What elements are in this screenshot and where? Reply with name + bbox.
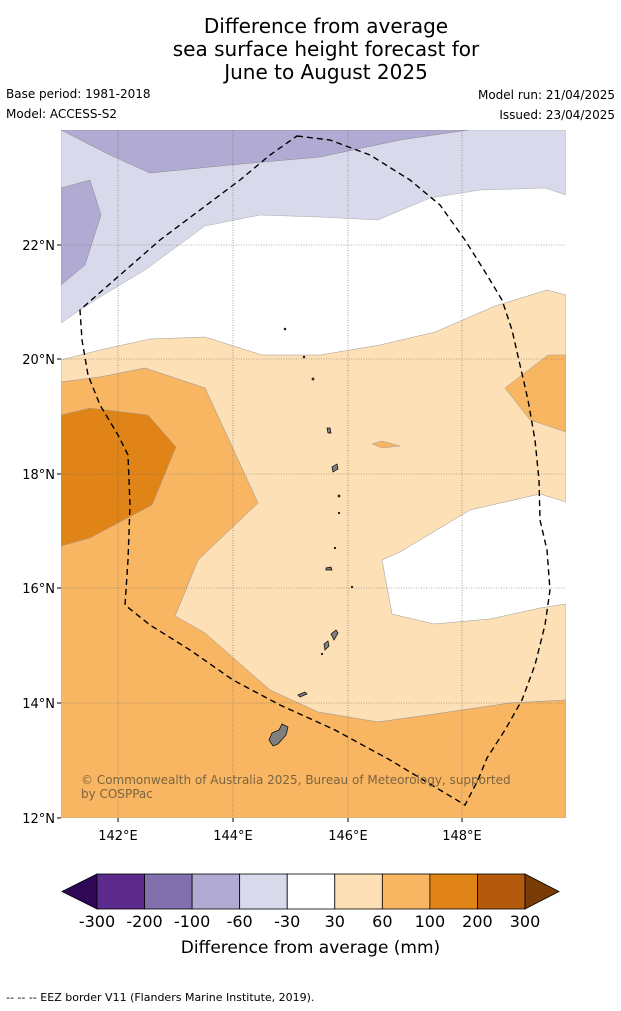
contour-band-minus60-minus100-west <box>61 179 102 286</box>
island-anatahan <box>325 566 333 571</box>
lat-label-18n: 18°N <box>22 468 55 483</box>
colorbar-tick-label: -30 <box>274 912 300 931</box>
colorbar-tick-label: 300 <box>510 912 541 931</box>
colorbar-cell <box>477 873 526 910</box>
contour-band-60-100-west <box>61 367 566 818</box>
colorbar-label: Difference from average (mm) <box>180 938 441 958</box>
lat-label-22n: 22°N <box>22 239 55 254</box>
lon-label-142e: 142°E <box>98 829 138 844</box>
island-small-1 <box>283 327 287 331</box>
lat-label-20n: 20°N <box>22 353 55 368</box>
island-small-5 <box>337 511 341 515</box>
colorbar-cell <box>381 873 431 910</box>
contour-band-minus30-minus60 <box>61 130 566 324</box>
lat-label-12n: 12°N <box>22 812 55 827</box>
colorbar-cell <box>239 873 288 910</box>
chart-title: Difference from average sea surface heig… <box>0 15 621 84</box>
island-tinian <box>323 640 330 651</box>
island-saipan <box>330 629 339 641</box>
copyright-attribution: © Commonwealth of Australia 2025, Bureau… <box>81 773 511 801</box>
colorbar-tick-label: -300 <box>79 912 115 931</box>
lat-label-14n: 14°N <box>22 697 55 712</box>
colorbar-cells <box>61 873 560 910</box>
eez-border <box>79 135 551 806</box>
sea-surface-height-map: 22°N 20°N 18°N 16°N 14°N 12°N 142°E 144°… <box>22 130 566 844</box>
colorbar-tick-label: -200 <box>126 912 162 931</box>
island-small-2 <box>302 355 306 359</box>
colorbar-tick-labels: -300 -200 -100 -60 -30 30 60 100 200 300 <box>79 912 540 931</box>
island-agrihan <box>326 427 332 434</box>
island-pagan <box>331 463 339 473</box>
lon-ticks <box>117 818 463 822</box>
colorbar-cell <box>144 873 193 910</box>
contour-band-60-100-small <box>371 440 401 449</box>
colorbar-cell <box>334 873 383 910</box>
colorbar-tick-label: 200 <box>462 912 493 931</box>
colorbar-cell <box>429 873 478 910</box>
colorbar-cell <box>191 873 241 910</box>
colorbar-extend-high <box>524 873 560 910</box>
colorbar-extend-low <box>61 873 98 910</box>
graticule <box>61 130 566 818</box>
base-period: Base period: 1981-2018 <box>6 87 151 101</box>
lon-label-146e: 146°E <box>328 829 368 844</box>
island-guam <box>268 723 289 747</box>
lon-label-144e: 144°E <box>213 829 253 844</box>
island-small-6 <box>333 546 337 550</box>
colorbar-cell <box>286 873 336 910</box>
title-line-3: June to August 2025 <box>224 60 428 84</box>
colorbar-tick-label: -60 <box>227 912 253 931</box>
colorbar-tick-label: 100 <box>415 912 446 931</box>
contour-band-minus60-minus100-north <box>61 130 469 174</box>
issued-date: Issued: 23/04/2025 <box>499 108 615 122</box>
islands <box>268 327 354 747</box>
colorbar-tick-label: 60 <box>372 912 392 931</box>
island-small-8 <box>320 652 324 656</box>
contour-band-60-100-east <box>504 354 566 433</box>
contour-band-100-200 <box>61 407 177 547</box>
lon-label-148e: 148°E <box>442 829 482 844</box>
title-line-1: Difference from average <box>203 14 449 38</box>
lat-label-16n: 16°N <box>22 582 55 597</box>
island-small-4 <box>337 494 341 498</box>
island-small-3 <box>311 377 315 381</box>
model-run: Model run: 21/04/2025 <box>477 88 615 102</box>
colorbar-cell <box>96 873 145 910</box>
colorbar-tick-label: -100 <box>174 912 210 931</box>
island-rota <box>297 691 308 698</box>
colorbar-tick-label: 30 <box>325 912 345 931</box>
lat-ticks <box>57 244 61 819</box>
model-name: Model: ACCESS-S2 <box>6 107 118 121</box>
eez-footnote: -- -- -- EEZ border V11 (Flanders Marine… <box>6 991 315 1004</box>
island-small-7 <box>350 585 354 589</box>
title-line-2: sea surface height forecast for <box>172 37 480 61</box>
